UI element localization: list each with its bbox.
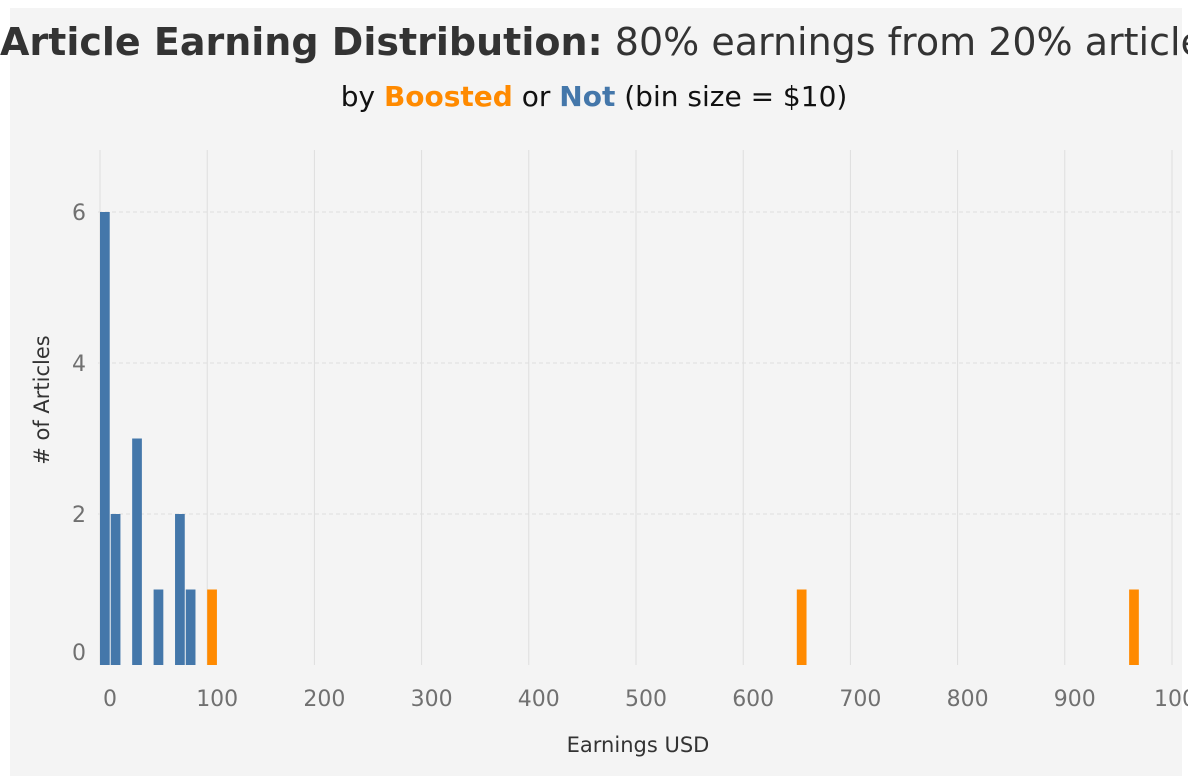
- chart-subtitle: by Boosted or Not (bin size = $10): [0, 80, 1188, 113]
- x-tick-label: 800: [947, 687, 989, 712]
- y-tick-label: 6: [72, 201, 86, 226]
- bar-boosted-100: [207, 589, 217, 665]
- x-tick-label: 700: [839, 687, 881, 712]
- bar-boosted-960: [1129, 589, 1139, 665]
- y-tick-label: 0: [72, 641, 86, 666]
- y-tick-label: 2: [72, 503, 86, 528]
- bar-boosted-650: [796, 589, 807, 665]
- x-tick-label: 600: [732, 687, 774, 712]
- x-axis-title: Earnings USD: [567, 733, 710, 757]
- y-tick-label: 4: [72, 352, 86, 377]
- x-tick-label: 0: [103, 687, 117, 712]
- bar-not-0: [100, 212, 110, 665]
- bar-layer: [100, 212, 1139, 665]
- legend-not: Not: [559, 80, 616, 113]
- bar-not-50: [153, 589, 164, 665]
- chart-panel: [10, 8, 1182, 776]
- subtitle-or: or: [512, 80, 560, 113]
- grid-layer: [98, 150, 1180, 665]
- legend-boosted: Boosted: [383, 80, 513, 113]
- bar-not-30: [132, 438, 142, 665]
- title-rest: 80% earnings from 20% articles: [602, 20, 1188, 64]
- bar-not-80: [185, 589, 196, 665]
- bar-not-70: [175, 514, 185, 665]
- bar-not-10: [110, 514, 121, 665]
- subtitle-tail: (bin size = $10): [615, 80, 848, 113]
- x-tick-label: 900: [1054, 687, 1096, 712]
- x-tick-label: 100: [196, 687, 238, 712]
- subtitle-by: by: [340, 80, 384, 113]
- x-tick-label: 1000: [1154, 687, 1188, 712]
- chart-title: Article Earning Distribution: 80% earnin…: [0, 20, 1188, 64]
- x-tick-label: 500: [625, 687, 667, 712]
- x-tick-label: 200: [303, 687, 345, 712]
- title-bold: Article Earning Distribution:: [0, 20, 603, 64]
- x-tick-label: 400: [518, 687, 560, 712]
- y-axis-title: # of Articles: [30, 335, 54, 465]
- x-tick-label: 300: [411, 687, 453, 712]
- tick-layer: 0 100 200 300 400 500 600 700 800 900 1000 0 2 4 6: [72, 201, 1188, 712]
